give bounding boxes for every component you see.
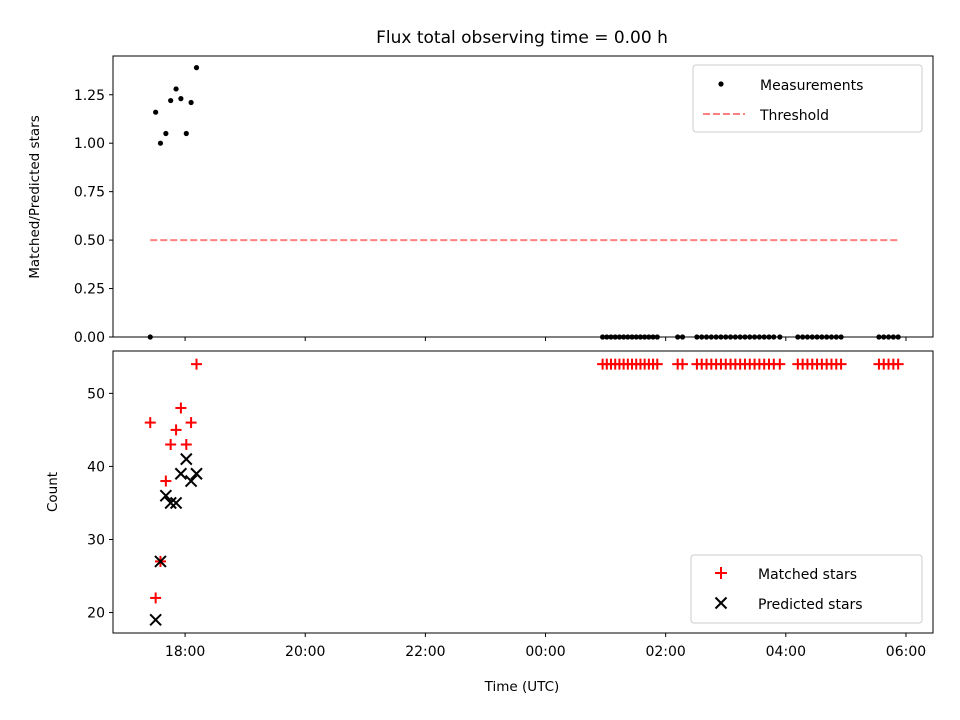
bottom-legend: Matched stars Predicted stars xyxy=(690,554,923,624)
top-ytick-label: 1.00 xyxy=(74,136,105,152)
xtick-label: 20:00 xyxy=(285,644,325,660)
predicted-stars-point xyxy=(184,474,198,488)
xtick-label: 06:00 xyxy=(886,644,926,660)
matched-stars-point xyxy=(144,417,156,429)
xtick-label: 22:00 xyxy=(405,644,445,660)
chart-title: Flux total observing time = 0.00 h xyxy=(376,28,668,48)
top-plot-area: 0.00 0.25 0.50 0.75 1.00 1.25 xyxy=(74,55,934,346)
predicted-stars-point xyxy=(154,555,167,568)
matched-stars-point xyxy=(160,475,172,487)
matched-stars-point xyxy=(651,358,663,370)
legend-threshold-label: Threshold xyxy=(759,108,829,124)
measurement-point xyxy=(163,130,169,137)
matched-stars-point xyxy=(170,424,182,436)
top-ytick-label: 0.00 xyxy=(74,330,105,346)
measurement-point xyxy=(153,109,159,115)
matched-stars-point xyxy=(150,592,162,604)
predicted-stars-point xyxy=(169,496,183,510)
top-y-axis-label: Matched/Predicted stars xyxy=(27,115,43,278)
bottom-ytick-label: 20 xyxy=(87,606,105,622)
top-ytick-label: 1.25 xyxy=(74,88,105,104)
matched-stars-point xyxy=(185,417,197,429)
predicted-stars-point xyxy=(180,452,193,466)
measurement-point xyxy=(173,86,179,92)
legend-measurements-marker xyxy=(718,81,724,87)
bottom-plot-area: 20 30 40 50 18:00 20:00 22:00 00:00 02:00 04:00 0… xyxy=(87,350,934,660)
matched-stars-point xyxy=(774,358,786,370)
xtick-label: 18:00 xyxy=(165,644,205,660)
top-ytick-label: 0.50 xyxy=(74,233,105,249)
measurement-point xyxy=(188,99,194,106)
predicted-stars-point xyxy=(174,467,188,480)
matched-stars-point xyxy=(892,358,904,370)
matched-stars-point xyxy=(835,358,847,370)
bottom-ytick-label: 30 xyxy=(87,532,105,548)
legend-measurements-label: Measurements xyxy=(760,78,863,94)
predicted-stars-point xyxy=(159,489,173,502)
top-legend: Measurements Threshold xyxy=(692,64,923,133)
measurement-point xyxy=(183,130,189,137)
bottom-ytick-label: 40 xyxy=(87,459,105,475)
x-axis-label: Time (UTC) xyxy=(484,679,560,695)
measurement-point xyxy=(157,140,164,146)
legend-matched-marker xyxy=(715,567,727,579)
bottom-y-axis-label: Count xyxy=(45,472,61,512)
legend-predicted-marker xyxy=(714,596,728,610)
xtick-label: 04:00 xyxy=(766,644,806,660)
matched-stars-point xyxy=(180,439,192,451)
xtick-label: 02:00 xyxy=(645,644,685,660)
xtick-label: 00:00 xyxy=(525,644,565,660)
predicted-stars-point xyxy=(190,467,203,480)
top-ytick-label: 0.75 xyxy=(74,185,105,201)
measurement-point xyxy=(178,96,184,102)
bottom-ytick-label: 50 xyxy=(87,386,105,402)
predicted-stars-point xyxy=(149,613,162,627)
matched-stars-point xyxy=(676,358,688,370)
legend-predicted-label: Predicted stars xyxy=(758,597,863,613)
top-ytick-label: 0.25 xyxy=(74,282,105,298)
matched-stars-point xyxy=(191,358,203,370)
matched-stars-point xyxy=(175,402,187,414)
predicted-stars-point xyxy=(164,496,177,510)
measurement-point xyxy=(168,97,174,104)
measurement-point xyxy=(193,65,200,71)
legend-matched-label: Matched stars xyxy=(758,567,857,583)
matched-stars-point xyxy=(165,439,177,451)
